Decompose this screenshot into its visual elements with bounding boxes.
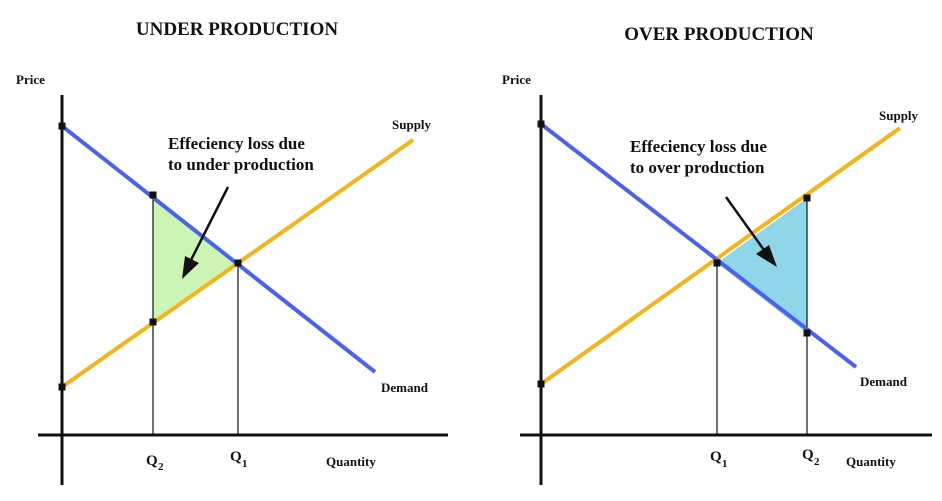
- over-production-title: OVER PRODUCTION: [624, 24, 814, 45]
- over-q1-tick-label: Q 1: [710, 449, 728, 470]
- under-demand-intercept-point: [58, 122, 66, 130]
- over-production-panel: OVER PRODUCTION Price Supply Demand Quan…: [502, 24, 932, 485]
- under-demand-label: Demand: [381, 380, 429, 395]
- svg-text:Q: Q: [146, 453, 158, 469]
- over-supply-label: Supply: [879, 108, 919, 123]
- over-q2-demand-point: [803, 329, 811, 337]
- over-annotation-arrow: [724, 196, 766, 251]
- over-annotation-line-2: to over production: [630, 158, 765, 177]
- under-quantity-label: Quantity: [326, 454, 376, 469]
- over-price-label: Price: [502, 72, 531, 87]
- svg-text:Q: Q: [802, 447, 814, 463]
- over-annotation-line-1: Effeciency loss due: [630, 137, 767, 156]
- under-demand-curve: [60, 124, 377, 374]
- under-annotation-line-2: to under production: [168, 155, 314, 174]
- over-demand-intercept-point: [537, 120, 545, 128]
- over-quantity-label: Quantity: [846, 454, 896, 469]
- over-production-loss-area: [717, 198, 807, 333]
- over-q2-supply-point: [803, 194, 811, 202]
- svg-text:2: 2: [158, 461, 164, 473]
- svg-text:2: 2: [814, 456, 820, 468]
- under-supply-label: Supply: [392, 117, 432, 132]
- over-demand-curve: [539, 122, 858, 369]
- under-price-label: Price: [16, 72, 45, 87]
- under-q1-tick-label: Q 1: [230, 449, 248, 470]
- under-q2-demand-point: [149, 191, 157, 199]
- under-equilibrium-point: [234, 259, 242, 267]
- under-q2-supply-point: [149, 318, 157, 326]
- under-production-loss-area: [153, 195, 238, 322]
- over-supply-intercept-point: [537, 380, 545, 388]
- svg-text:Q: Q: [710, 449, 722, 465]
- over-supply-curve: [539, 126, 902, 386]
- over-annotation-arrowhead: [756, 245, 777, 267]
- under-annotation-line-1: Effeciency loss due: [168, 134, 305, 153]
- svg-text:Q: Q: [230, 449, 242, 465]
- svg-text:1: 1: [722, 458, 728, 470]
- over-q2-tick-label: Q 2: [802, 447, 820, 468]
- under-q2-tick-label: Q 2: [146, 453, 164, 473]
- over-equilibrium-point: [713, 259, 721, 267]
- under-annotation-arrow: [188, 186, 230, 263]
- under-supply-intercept-point: [58, 383, 66, 391]
- over-demand-label: Demand: [860, 374, 908, 389]
- under-production-title: UNDER PRODUCTION: [136, 19, 338, 40]
- under-annotation-arrowhead: [182, 256, 199, 279]
- under-production-panel: UNDER PRODUCTION Price Supply Demand Qua…: [16, 19, 448, 485]
- svg-text:1: 1: [242, 458, 248, 470]
